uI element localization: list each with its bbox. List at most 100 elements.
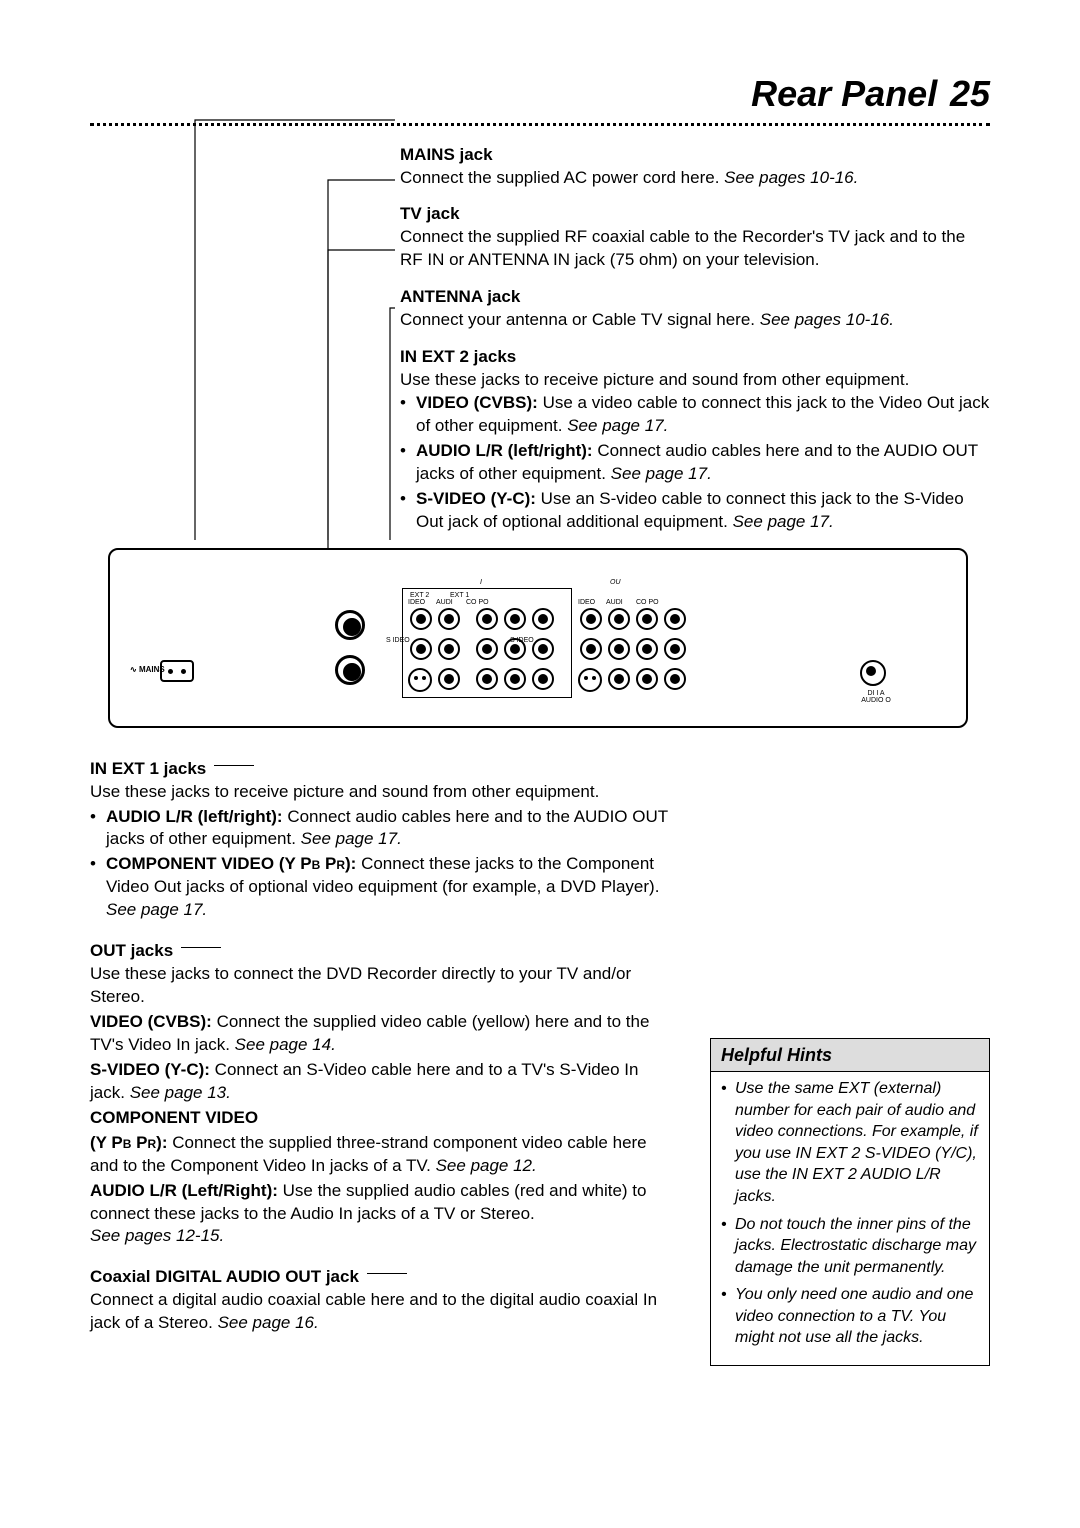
inext1-b2-lead2: P [320, 854, 336, 873]
out-c9 [636, 668, 658, 690]
in-ext2-svideo [408, 668, 432, 692]
coax-text: Connect a digital audio coaxial cable he… [90, 1290, 657, 1332]
inext2-title: IN EXT 2 jacks [400, 346, 990, 369]
hint-3: You only need one audio and one video co… [721, 1284, 979, 1349]
out-section: OUT jacks Use these jacks to connect the… [90, 940, 670, 1248]
lbl-svideo1: S IDEO [386, 636, 410, 645]
mains-jack-section: MAINS jack Connect the supplied AC power… [400, 144, 990, 190]
in-ext1-c7 [476, 668, 498, 690]
out-p1: VIDEO (CVBS): Connect the supplied video… [90, 1011, 670, 1057]
out-svideo [578, 668, 602, 692]
mains-text: Connect the supplied AC power cord here. [400, 168, 724, 187]
out-p2: S-VIDEO (Y-C): Connect an S-Video cable … [90, 1059, 670, 1105]
out-comp-title: COMPONENT VIDEO [90, 1107, 670, 1130]
lbl-video1: IDEO [408, 598, 425, 607]
out-leader [181, 947, 221, 948]
out-audio-l [608, 608, 630, 630]
inext2-b3: S-VIDEO (Y-C): Use an S-video cable to c… [400, 488, 990, 534]
in-ext1-c2 [504, 608, 526, 630]
inext1-b1-see: See page 17. [301, 829, 402, 848]
out-p3: (Y PB PR): Connect the supplied three-st… [90, 1132, 670, 1178]
left-column: IN EXT 1 jacks Use these jacks to receiv… [90, 758, 670, 1366]
out-title: OUT jacks [90, 940, 173, 963]
inext2-bullets: VIDEO (CVBS): Use a video cable to conne… [400, 392, 990, 534]
out-p1-see: See page 14. [235, 1035, 336, 1054]
hints-body: Use the same EXT (external) number for e… [711, 1072, 989, 1365]
coax-title: Coaxial DIGITAL AUDIO OUT jack [90, 1266, 359, 1289]
out-c8 [608, 668, 630, 690]
out-p3-sub2: R [148, 1137, 157, 1151]
inext2-b1-lead: VIDEO (CVBS): [416, 393, 538, 412]
in-ext1-c4 [476, 638, 498, 660]
coax-body: Connect a digital audio coaxial cable he… [90, 1289, 670, 1335]
inext2-b2: AUDIO L/R (left/right): Connect audio ca… [400, 440, 990, 486]
inext2-b1-see: See page 17. [567, 416, 668, 435]
lbl-audio1: AUDI [436, 598, 453, 607]
out-p4: AUDIO L/R (Left/Right): Use the supplied… [90, 1180, 670, 1249]
out-p3-body: Connect the supplied three-strand compon… [90, 1133, 647, 1175]
inext2-b2-see: See page 17. [611, 464, 712, 483]
in-ext1-c9 [532, 668, 554, 690]
inext1-b2-sub2: R [336, 858, 345, 872]
out-p2-see: See page 13. [130, 1083, 231, 1102]
coax-section: Coaxial DIGITAL AUDIO OUT jack Connect a… [90, 1266, 670, 1335]
in-ext2-video [410, 608, 432, 630]
inext1-section: IN EXT 1 jacks Use these jacks to receiv… [90, 758, 670, 923]
out-intro: Use these jacks to connect the DVD Recor… [90, 963, 670, 1009]
out-c5 [608, 638, 630, 660]
tv-title: TV jack [400, 203, 990, 226]
bottom-columns: IN EXT 1 jacks Use these jacks to receiv… [90, 758, 990, 1366]
inext2-b3-see: See page 17. [733, 512, 834, 531]
hint-1: Use the same EXT (external) number for e… [721, 1078, 979, 1208]
tv-body: Connect the supplied RF coaxial cable to… [400, 226, 990, 272]
inext1-intro: Use these jacks to receive picture and s… [90, 781, 670, 804]
rear-panel-diagram: ∿ MAINS EXT 2 EXT 1 I OU [90, 548, 990, 728]
out-p3-lead: (Y P [90, 1133, 123, 1152]
coax-leader [367, 1273, 407, 1274]
out-comp-pr [664, 638, 686, 660]
inext1-b2: COMPONENT VIDEO (Y PB PR): Connect these… [90, 853, 670, 922]
out-p2-lead: S-VIDEO (Y-C): [90, 1060, 210, 1079]
out-p3-lead3: ): [156, 1133, 167, 1152]
tv-jack-section: TV jack Connect the supplied RF coaxial … [400, 203, 990, 272]
digital-audio-out-jack [860, 660, 886, 686]
inext1-b1-lead: AUDIO L/R (left/right): [106, 807, 283, 826]
mains-body: Connect the supplied AC power cord here.… [400, 167, 990, 190]
helpful-hints-box: Helpful Hints Use the same EXT (external… [710, 1038, 990, 1366]
page-header: Rear Panel 25 [90, 70, 990, 126]
inext1-title: IN EXT 1 jacks [90, 758, 206, 781]
out-comp-y [636, 608, 658, 630]
inext1-b1: AUDIO L/R (left/right): Connect audio ca… [90, 806, 670, 852]
in-ext2-comp1 [438, 638, 460, 660]
hints-title: Helpful Hints [711, 1039, 989, 1072]
coax-see: See page 16. [218, 1313, 319, 1332]
antenna-see: See pages 10-16. [760, 310, 894, 329]
lbl-video2: IDEO [578, 598, 595, 607]
out-p4-see: See pages 12-15. [90, 1226, 224, 1245]
inext1-b2-sub: B [312, 858, 321, 872]
out-p3-lead2: P [131, 1133, 147, 1152]
inext1-leader [214, 765, 254, 766]
antenna-jack-section: ANTENNA jack Connect your antenna or Cab… [400, 286, 990, 332]
antenna-jack-icon [335, 655, 365, 685]
antenna-title: ANTENNA jack [400, 286, 990, 309]
inext1-b2-lead3: ): [345, 854, 356, 873]
in-ext1-c1 [476, 608, 498, 630]
in-label: I [480, 578, 482, 587]
inext1-b2-see: See page 17. [106, 900, 207, 919]
tv-jack-icon [335, 610, 365, 640]
digital-label: DI I A AUDIO O [856, 690, 896, 704]
page-number: 25 [950, 73, 990, 114]
inext2-intro: Use these jacks to receive picture and s… [400, 369, 990, 392]
mains-socket-icon [160, 660, 194, 682]
out-video [580, 608, 602, 630]
out-c6 [636, 638, 658, 660]
lbl-svideo2: S IDEO [510, 636, 534, 645]
out-audio-r [580, 638, 602, 660]
out-p1-lead: VIDEO (CVBS): [90, 1012, 212, 1031]
lbl-comp2: CO PO [636, 598, 659, 607]
inext2-b2-lead: AUDIO L/R (left/right): [416, 441, 593, 460]
out-p4-lead: AUDIO L/R (Left/Right): [90, 1181, 278, 1200]
out-comp-pb [664, 608, 686, 630]
lbl-comp1: CO PO [466, 598, 489, 607]
